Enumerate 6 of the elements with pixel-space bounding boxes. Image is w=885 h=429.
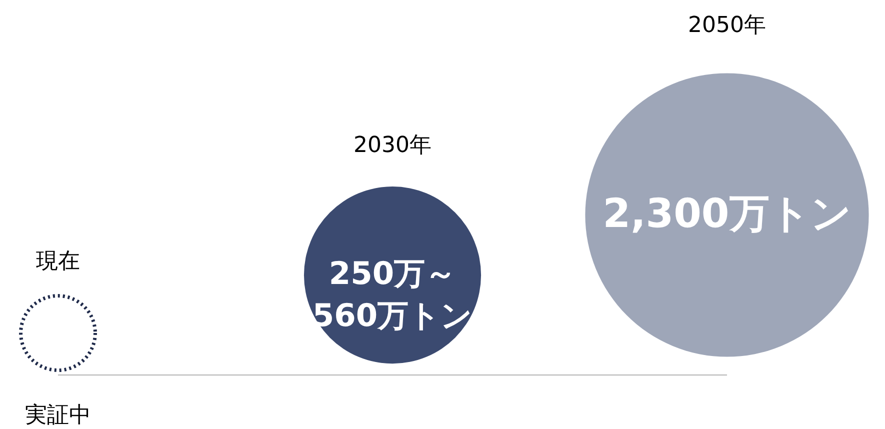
data-label: 2,300万トン (602, 191, 852, 237)
category-label: 現在 (36, 249, 80, 274)
data-label: 実証中 (25, 403, 91, 428)
data-label: 250万～560万トン (312, 256, 473, 334)
category-label: 2050年 (688, 13, 766, 38)
category-label: 2030年 (354, 133, 432, 158)
